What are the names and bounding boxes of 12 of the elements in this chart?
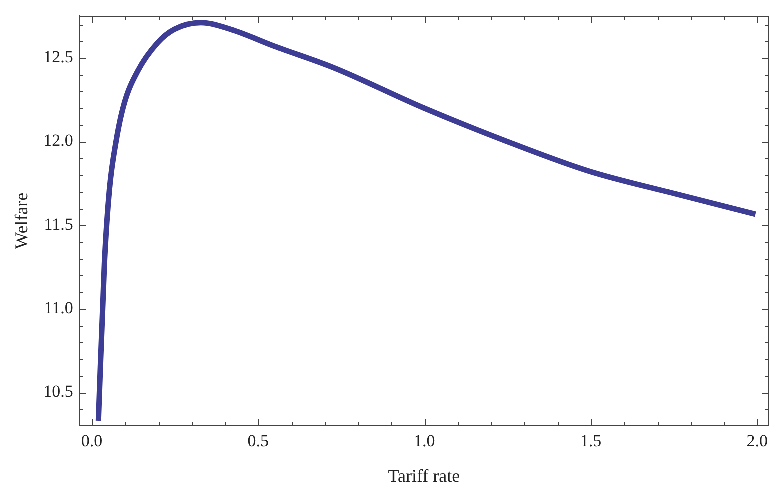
x-tick-label: 0.0	[81, 432, 103, 451]
y-tick-label: 11.0	[44, 298, 74, 318]
x-tick-label: 1.0	[414, 432, 436, 451]
x-tick-label: 0.5	[248, 432, 269, 451]
y-tick-label: 11.5	[44, 214, 74, 234]
y-axis-title: Welfare	[12, 192, 32, 250]
x-tick-label: 1.5	[580, 432, 602, 451]
y-tick-label: 12.5	[44, 47, 74, 66]
y-tick-label: 10.5	[44, 382, 74, 402]
x-axis-title: Tariff rate	[388, 466, 460, 486]
x-tick-label: 2.0	[746, 432, 768, 451]
y-tick-label: 12.0	[44, 131, 74, 150]
